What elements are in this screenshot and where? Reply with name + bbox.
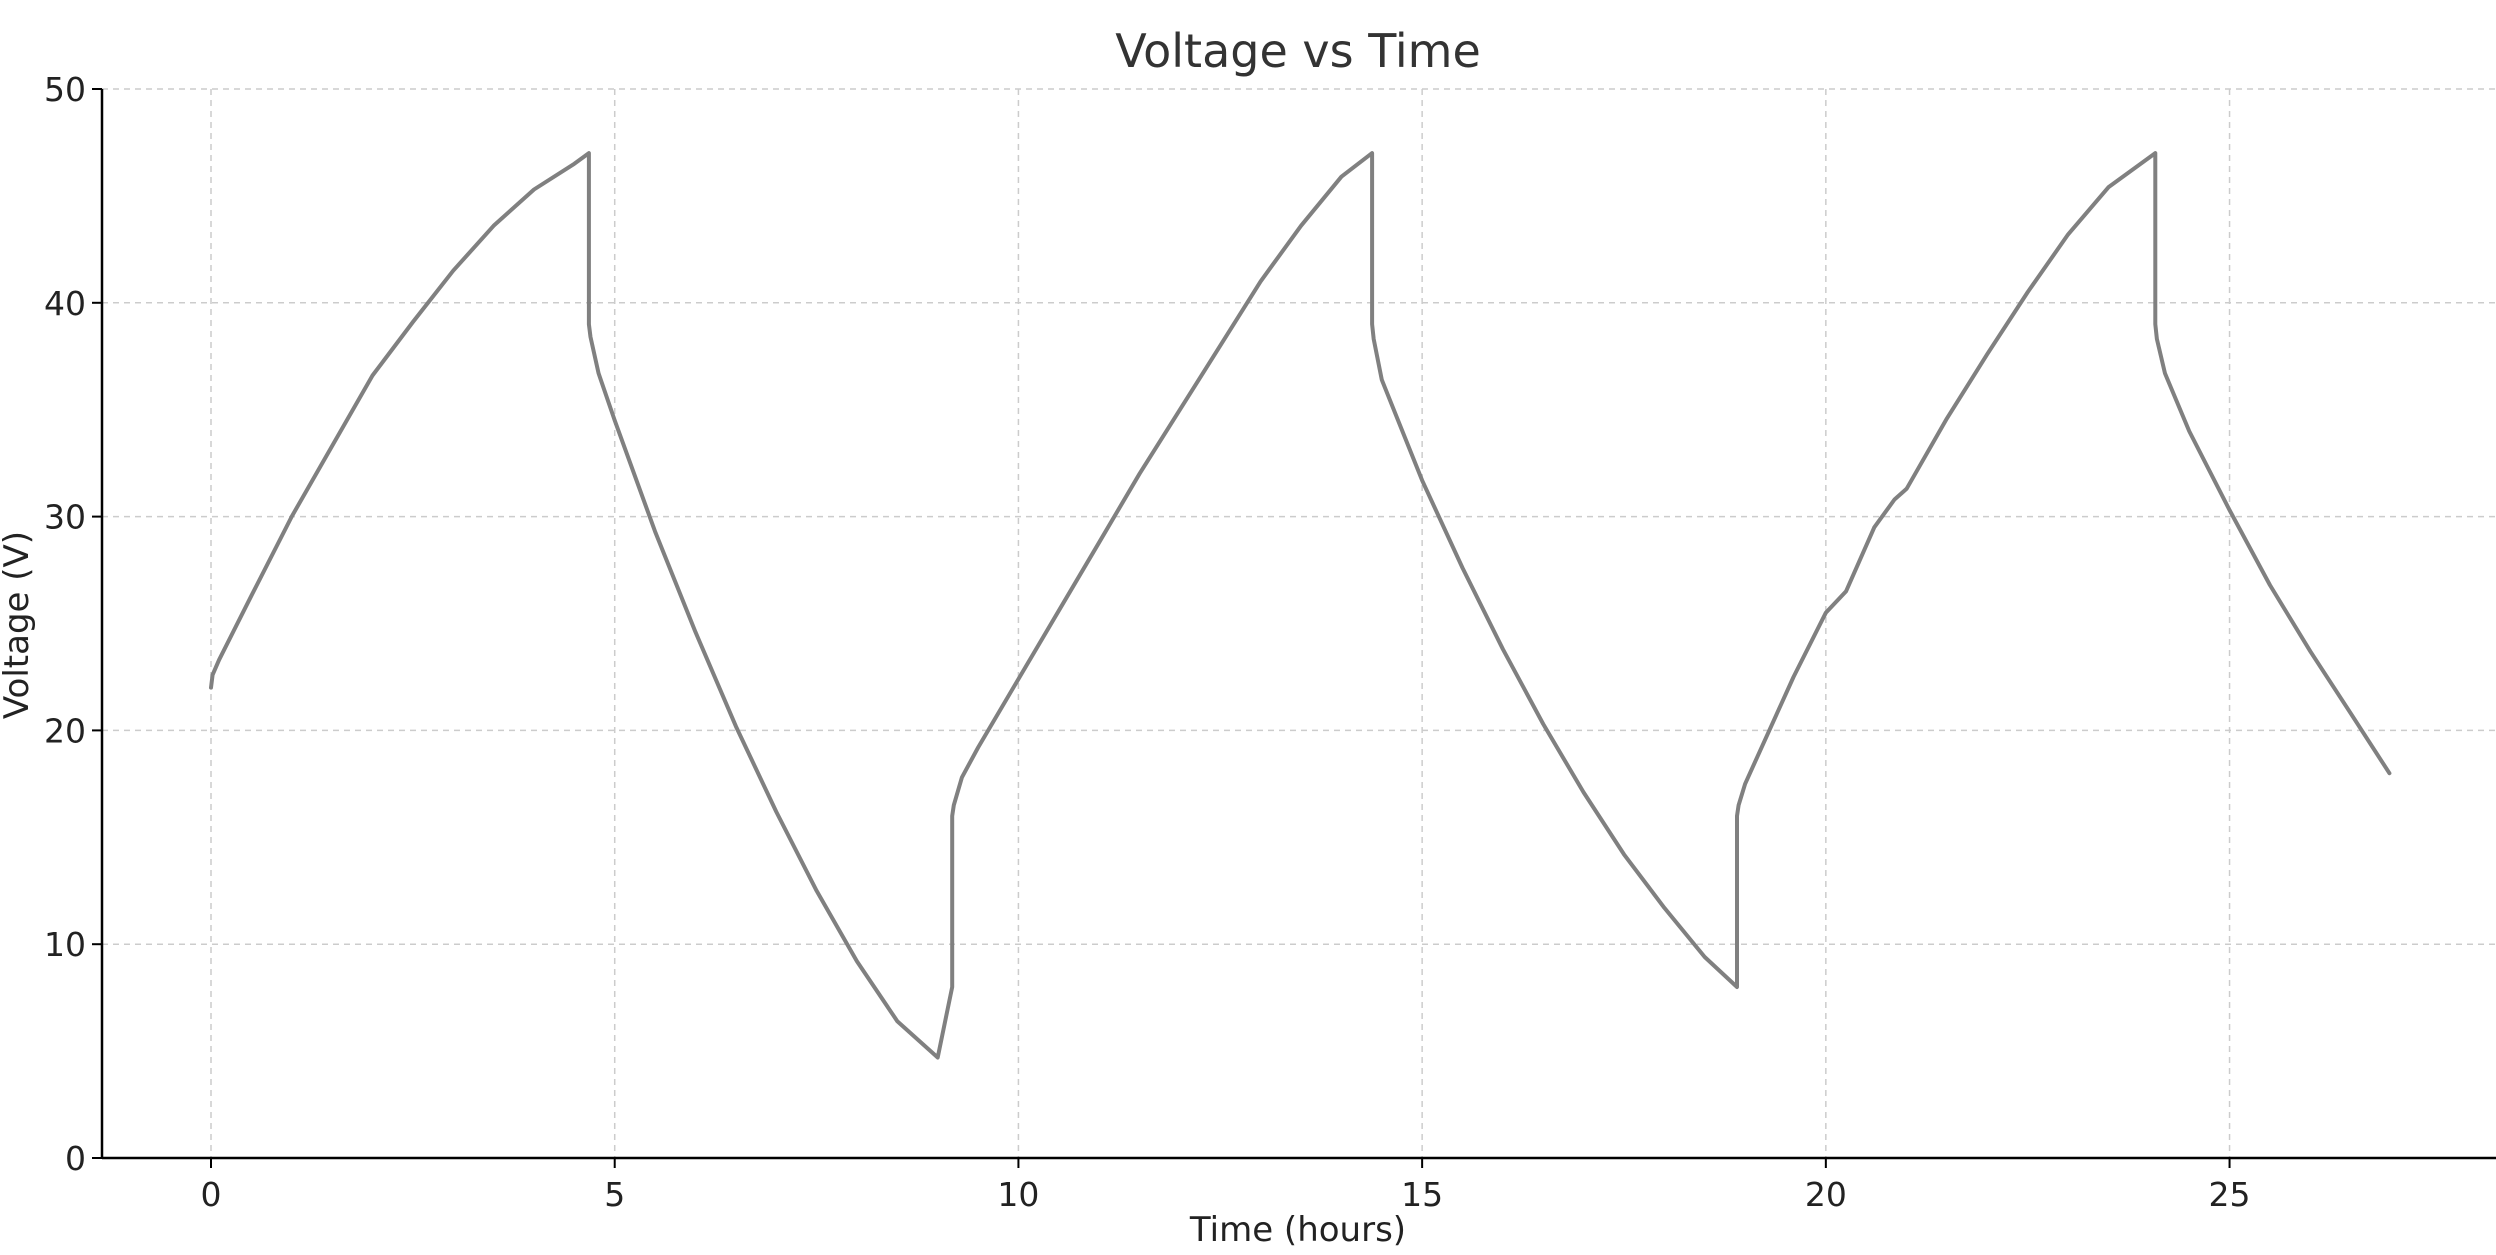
- y-tick-label: 20: [44, 711, 86, 750]
- x-tick-label: 10: [997, 1175, 1039, 1214]
- y-tick-label: 10: [44, 925, 86, 964]
- y-tick-label: 40: [44, 284, 86, 323]
- y-tick-label: 50: [44, 70, 86, 109]
- x-tick-label: 20: [1805, 1175, 1847, 1214]
- series-layer: [209, 151, 2392, 1060]
- grid-layer: [102, 88, 2496, 1159]
- chart-title: Voltage vs Time: [1115, 24, 1481, 78]
- series-line: [209, 151, 2392, 1060]
- y-axis-label: Voltage (V): [0, 531, 37, 719]
- y-tick-label: 30: [44, 498, 86, 537]
- x-axis-label: Time (hours): [1189, 1210, 1406, 1250]
- x-tick-label: 5: [604, 1175, 625, 1214]
- x-tick-label: 25: [2209, 1175, 2251, 1214]
- x-tick-label: 15: [1401, 1175, 1443, 1214]
- axes-layer: 0 5 10 15 20 25 0 10 20 30 40 50: [44, 70, 2496, 1214]
- y-tick-label: 0: [65, 1139, 86, 1178]
- x-tick-label: 0: [201, 1175, 222, 1214]
